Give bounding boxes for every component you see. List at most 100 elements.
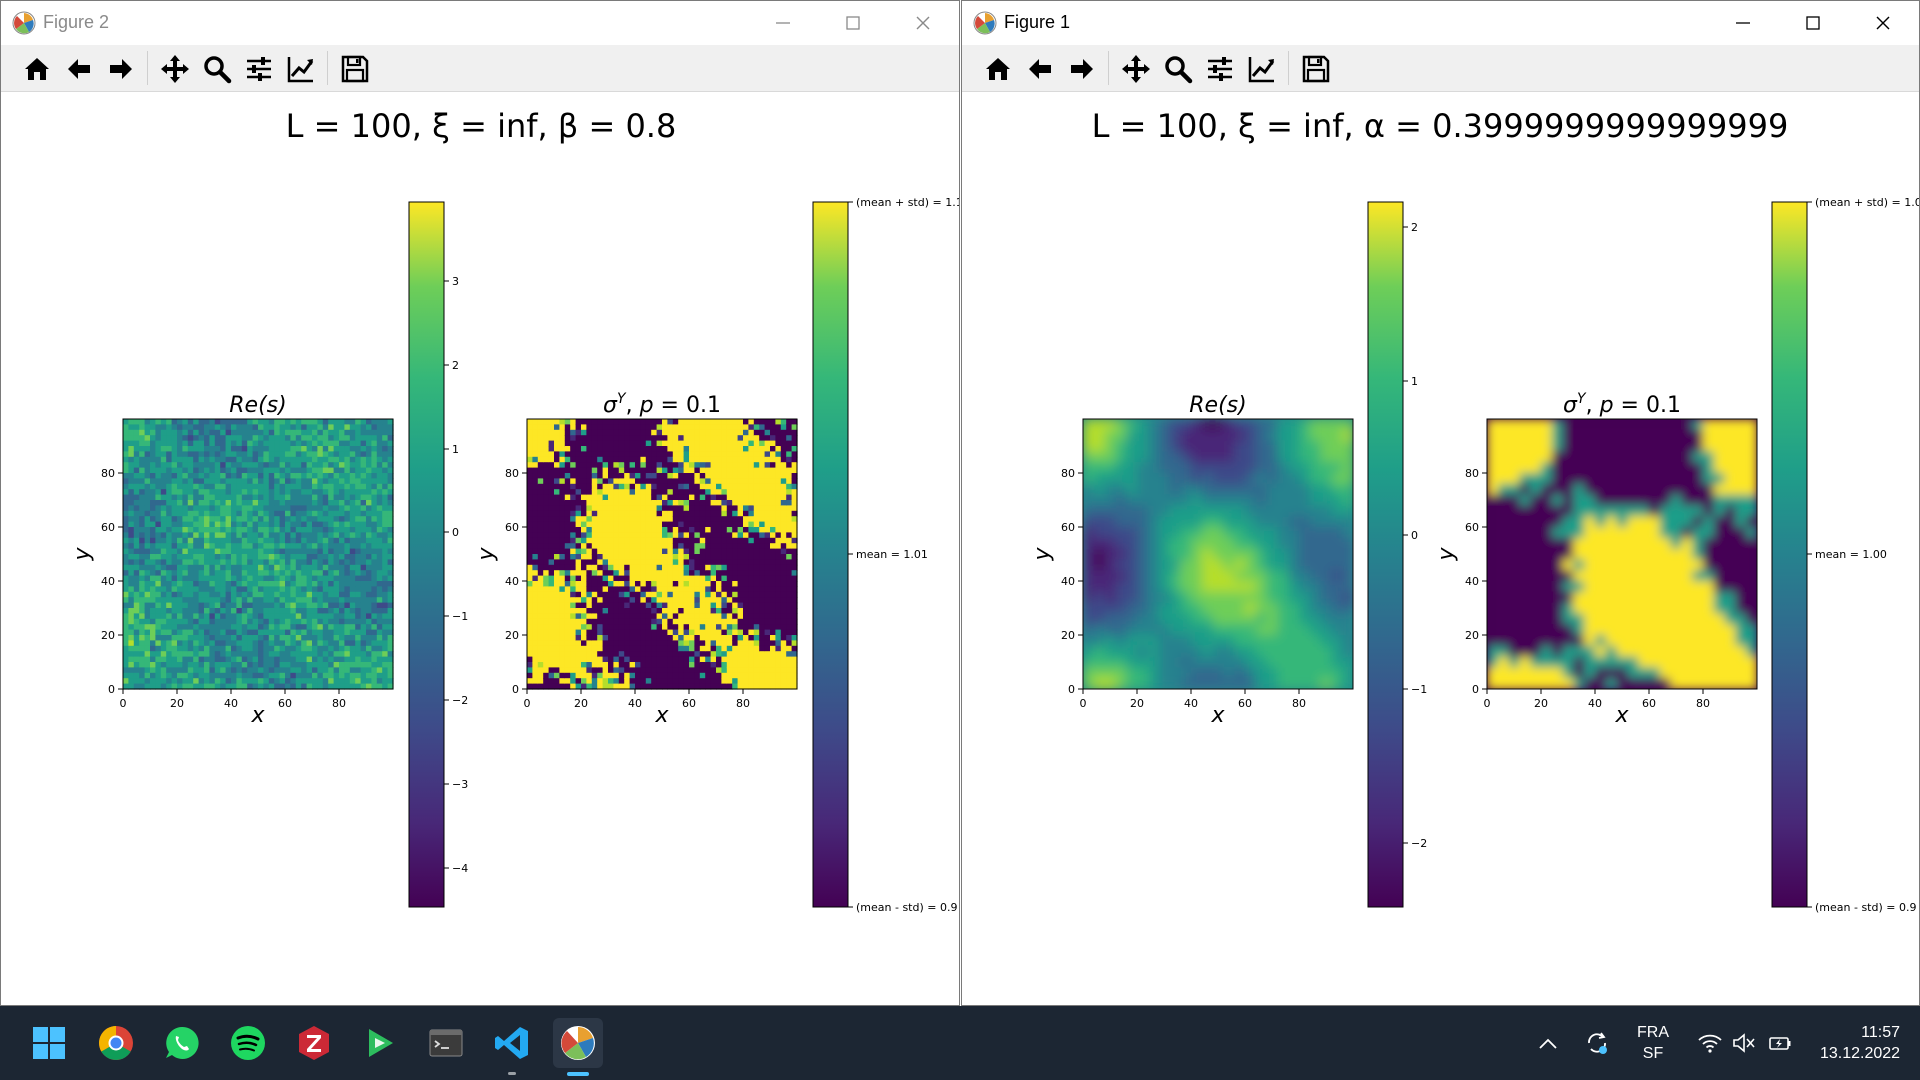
heatmap-cell — [339, 597, 345, 604]
forward-button[interactable] — [105, 53, 137, 85]
heatmap-cell — [618, 440, 625, 447]
heatmap-cell — [726, 532, 733, 539]
heatmap-cell — [139, 667, 146, 674]
heatmap-cell — [220, 440, 227, 447]
pan-button[interactable] — [159, 53, 191, 85]
heatmap-cell — [710, 586, 717, 593]
heatmap-cell — [171, 505, 178, 512]
heatmap-cell — [662, 435, 668, 442]
heatmap-cell — [198, 521, 205, 528]
heatmap-cell — [220, 662, 227, 668]
heatmap-cell — [182, 429, 189, 436]
heatmap-cell — [683, 672, 690, 679]
heatmap-cell — [333, 570, 340, 577]
heatmap-cell — [339, 570, 345, 577]
heatmap-cell — [328, 667, 335, 674]
heatmap-cell — [721, 429, 728, 436]
heatmap-cell — [139, 640, 146, 647]
heatmap-cell — [613, 575, 620, 582]
heatmap-cell — [231, 608, 237, 614]
heatmap-cell — [355, 473, 362, 479]
heatmap-cell — [360, 537, 367, 544]
heatmap-cell — [301, 451, 308, 458]
heatmap-cell — [624, 473, 631, 479]
heatmap-cell — [328, 424, 335, 431]
heatmap-cell — [640, 554, 647, 560]
figure2-window[interactable]: Figure 2 — [0, 0, 960, 1006]
heatmap-cell — [258, 505, 264, 512]
home-button[interactable] — [21, 53, 53, 85]
heatmap-cell — [371, 672, 378, 679]
heatmap-cell — [613, 489, 620, 496]
heatmap-cell — [285, 478, 291, 485]
heatmap-cell — [360, 548, 367, 555]
heatmap-cell — [613, 640, 620, 647]
window-title: Figure 2 — [43, 12, 110, 32]
heatmap-cell — [225, 570, 232, 577]
heatmap-cell — [678, 467, 685, 474]
heatmap-cell — [570, 581, 577, 587]
heatmap-cell — [775, 505, 782, 512]
heatmap-cell — [290, 456, 297, 463]
save-button[interactable] — [339, 53, 371, 85]
heatmap-cell — [651, 505, 658, 512]
minimize-button[interactable] — [751, 5, 815, 41]
heatmap-cell — [710, 451, 717, 458]
heatmap-cell — [645, 483, 652, 490]
heatmap-cell — [656, 429, 663, 436]
heatmap-cell — [775, 424, 782, 431]
heatmap-cell — [268, 532, 275, 539]
heatmap-cell — [694, 645, 701, 652]
heatmap-cell — [274, 424, 281, 431]
heatmap-cell — [678, 667, 685, 674]
heatmap-cell — [274, 548, 281, 555]
heatmap-cell — [554, 500, 560, 506]
heatmap-cell — [640, 613, 647, 620]
heatmap-cell — [133, 651, 140, 658]
heatmap-cell — [328, 640, 335, 647]
heatmap-cell — [591, 478, 598, 485]
heatmap-cell — [662, 662, 668, 668]
heatmap-cell — [775, 602, 782, 609]
maximize-button[interactable] — [821, 5, 885, 41]
heatmap-cell — [144, 662, 151, 668]
configure-subplots-button[interactable] — [243, 53, 275, 85]
heatmap-cell — [683, 608, 690, 614]
heatmap-cell — [559, 581, 566, 587]
heatmap-cell — [171, 473, 178, 479]
heatmap-cell — [128, 554, 135, 560]
heatmap-cell — [360, 629, 367, 636]
heatmap-cell — [651, 570, 658, 577]
heatmap-cell — [306, 575, 313, 582]
heatmap-cell — [371, 527, 378, 533]
heatmap-cell — [382, 451, 389, 458]
heatmap-cell — [678, 429, 685, 436]
heatmap-cell — [559, 537, 566, 544]
heatmap-cell — [171, 678, 178, 685]
heatmap-cell — [559, 554, 566, 560]
heatmap-cell — [360, 640, 367, 647]
heatmap-cell — [376, 429, 383, 436]
figure-canvas[interactable]: L = 100, ξ = inf, β = 0.8 Re(s) 00202040… — [1, 92, 959, 1004]
heatmap-cell — [613, 516, 620, 523]
heatmap-cell — [618, 597, 625, 604]
title-bar[interactable]: Figure 2 — [1, 1, 959, 45]
back-button[interactable] — [63, 53, 95, 85]
heatmap-cell — [317, 635, 324, 641]
edit-axes-button[interactable] — [285, 53, 317, 85]
heatmap-cell — [349, 532, 356, 539]
zoom-button[interactable] — [201, 53, 233, 85]
heatmap-cell — [344, 543, 351, 550]
close-button[interactable] — [891, 5, 955, 41]
heatmap-cell — [209, 613, 216, 620]
heatmap-cell — [328, 478, 335, 485]
heatmap-cell — [629, 624, 636, 631]
heatmap-cell — [177, 478, 183, 485]
heatmap-cell — [618, 532, 625, 539]
heatmap-cell — [629, 683, 636, 690]
heatmap-cell — [678, 645, 685, 652]
heatmap-cell — [532, 624, 539, 631]
heatmap-cell — [231, 494, 237, 501]
heatmap-cell — [678, 543, 685, 550]
heatmap-cell — [764, 683, 771, 690]
